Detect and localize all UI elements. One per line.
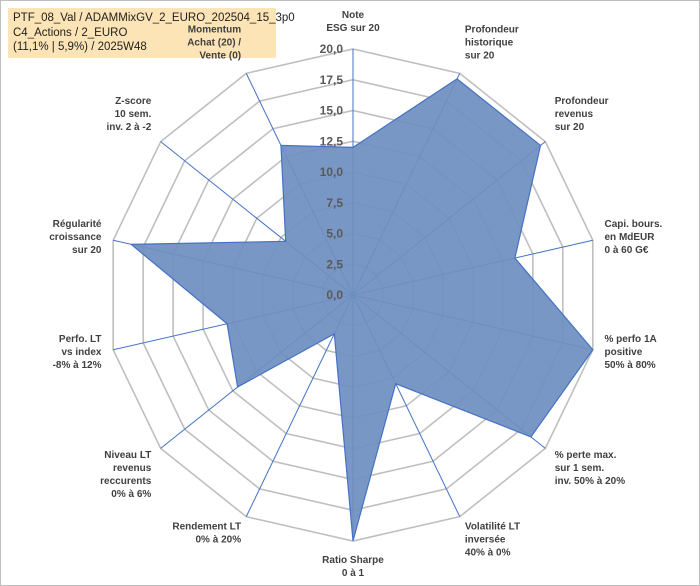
axis-label-4: % perfo 1A positive 50% à 80% [605,334,657,371]
axis-label-line: 0 à 1 [342,568,365,579]
axis-label-line: 50% à 80% [605,360,656,371]
axis-label-line: inv. 2 à -2 [106,122,151,133]
axis-label-5: % perte max. sur 1 sem. inv. 50% à 20% [555,450,626,487]
axis-label-11: Régularité croissance sur 20 [49,219,102,256]
radar-axis-labels: Note ESG sur 20 Profondeur historique sur 20… [49,10,662,579]
axis-label-line: revenus [113,463,152,474]
axis-label-line: vs index [61,347,101,358]
axis-label-line: en MdEUR [605,232,656,243]
tick-label: 7,5 [326,196,343,210]
axis-label-9: Niveau LT revenus reccurents 0% à 6% [100,450,152,500]
axis-label-line: croissance [49,232,102,243]
axis-label-line: Régularité [53,219,102,230]
tick-label: 15,0 [320,104,344,118]
axis-label-line: 10 sem. [115,109,152,120]
axis-label-1: Profondeur historique sur 20 [465,25,519,62]
axis-label-6: Volatilité LT inversée 40% à 0% [465,521,520,558]
axis-label-8: Rendement LT 0% à 20% [172,521,241,545]
tick-label: 20,0 [320,42,344,56]
axis-label-line: Momentum [188,25,241,36]
radar-series [129,78,594,542]
tick-label: 0,0 [326,288,343,302]
axis-label-line: Note [342,10,365,21]
tick-label: 10,0 [320,165,344,179]
axis-label-line: Perfo. LT [59,334,102,345]
axis-label-line: historique [465,38,514,49]
axis-label-line: Profondeur [555,96,609,107]
axis-label-line: Ratio Sharpe [322,555,384,566]
axis-label-line: Volatilité LT [465,521,520,532]
radar-tick-labels: 0,0 2,5 5,0 7,5 10,0 12,5 15,0 17,5 20,0 [320,42,344,302]
axis-label-line: -8% à 12% [53,360,102,371]
axis-label-line: Capi. bours. [605,219,663,230]
tick-label: 2,5 [326,257,343,271]
axis-label-2: Profondeur revenus sur 20 [555,96,609,133]
axis-label-line: Achat (20) / [187,38,241,49]
axis-label-line: sur 1 sem. [555,463,605,474]
tick-label: 5,0 [326,227,343,241]
axis-label-line: 0 à 60 G€ [605,245,649,256]
axis-label-0: Note ESG sur 20 [326,10,380,34]
tick-label: 12,5 [320,134,344,148]
axis-label-line: Profondeur [465,25,519,36]
axis-label-10: Perfo. LT vs index -8% à 12% [53,334,102,371]
axis-label-line: revenus [555,109,594,120]
axis-label-line: inv. 50% à 20% [555,476,626,487]
title-line-2: C4_Actions / 2_EURO [13,26,128,39]
axis-label-line: 40% à 0% [465,547,511,558]
axis-label-line: sur 20 [555,122,585,133]
axis-label-line: Rendement LT [172,521,241,532]
tick-label: 17,5 [320,73,344,87]
axis-label-line: 0% à 6% [111,489,151,500]
chart-title-box: PTF_08_Val / ADAMMixGV_2_EURO_202504_15_… [8,8,295,58]
axis-label-7: Ratio Sharpe 0 à 1 [322,555,384,579]
title-line-3: (11,1% | 5,9%) / 2025W48 [13,41,147,53]
axis-label-line: sur 20 [72,245,102,256]
axis-label-line: sur 20 [465,51,495,62]
axis-label-line: Vente (0) [199,51,241,62]
axis-label-13: Momentum Achat (20) / Vente (0) [187,25,241,62]
axis-label-line: Z-score [115,96,152,107]
title-line-1: PTF_08_Val / ADAMMixGV_2_EURO_202504_15_… [13,12,295,24]
axis-label-line: % perfo 1A [605,334,657,345]
axis-label-line: % perte max. [555,450,617,461]
axis-label-3: Capi. bours. en MdEUR 0 à 60 G€ [605,219,663,256]
axis-label-line: positive [605,347,643,358]
axis-label-line: inversée [465,534,506,545]
axis-label-line: ESG sur 20 [326,23,380,34]
axis-label-line: 0% à 20% [196,534,242,545]
axis-label-line: reccurents [100,476,152,487]
series-area [129,78,594,542]
axis-label-line: Niveau LT [104,450,151,461]
axis-label-12: Z-score 10 sem. inv. 2 à -2 [106,96,151,133]
